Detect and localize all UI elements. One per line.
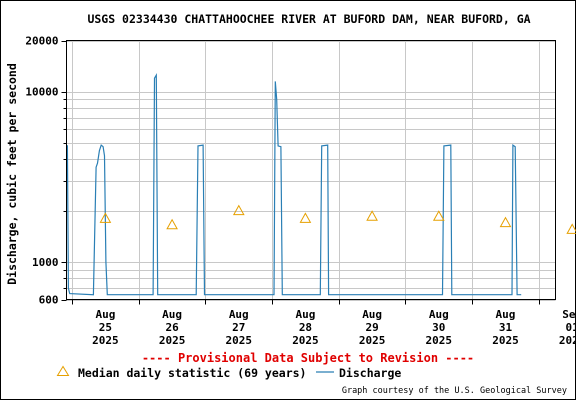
y-tick-label: 20000 [25, 35, 58, 48]
median-marker [299, 212, 312, 223]
x-tick-label: 2025 [426, 334, 453, 347]
median-marker [432, 210, 445, 221]
x-tick-label: Aug [429, 308, 449, 321]
median-marker [366, 210, 378, 221]
plot-border [66, 40, 556, 300]
provisional-notice: ---- Provisional Data Subject to Revisio… [142, 351, 474, 365]
y-axis-label: Discharge, cubic feet per second [5, 63, 19, 285]
x-tick-label: 2025 [292, 334, 319, 347]
chart-title: USGS 02334430 CHATTAHOOCHEE RIVER AT BUF… [87, 12, 530, 26]
x-tick-label: 28 [299, 321, 312, 334]
median-marker [166, 218, 178, 230]
median-marker [232, 204, 245, 216]
median-markers [99, 204, 576, 234]
plot-area [66, 73, 576, 296]
median-legend-label: Median daily statistic (69 years) [78, 366, 306, 380]
x-tick-label: 2025 [492, 334, 519, 347]
x-tick-label: Aug [496, 308, 516, 321]
x-tick-label: Sep [562, 308, 576, 321]
median-legend-icon [56, 365, 70, 376]
legend: Median daily statistic (69 years) Discha… [56, 365, 401, 380]
discharge-series-line [66, 73, 522, 296]
median-marker [566, 223, 576, 234]
x-tick-label: 2025 [559, 334, 576, 347]
x-tick-label: 29 [366, 321, 379, 334]
x-tick-label: 27 [232, 321, 245, 334]
x-tick-label: 2025 [359, 334, 386, 347]
x-tick-label: 2025 [92, 334, 119, 347]
courtesy-note: Graph courtesy of the U.S. Geological Su… [342, 386, 567, 396]
x-tick-label: 30 [432, 321, 445, 334]
x-tick-label: Aug [95, 308, 115, 321]
x-tick-labels: Aug252025Aug262025Aug272025Aug282025Aug2… [92, 308, 576, 347]
discharge-legend-label: Discharge [339, 366, 401, 380]
gridlines [66, 40, 556, 301]
median-marker [99, 212, 112, 223]
x-tick-label: Aug [296, 308, 316, 321]
x-tick-label: 2025 [159, 334, 186, 347]
x-tick-label: Aug [362, 308, 382, 321]
median-marker [499, 216, 512, 228]
x-tick-label: 01 [566, 321, 576, 334]
y-tick-labels: 600 1000 10000 20000 [25, 35, 58, 307]
x-tick-label: 25 [99, 321, 112, 334]
x-tick-label: Aug [162, 308, 182, 321]
x-tick-label: 26 [165, 321, 179, 334]
x-tick-label: 2025 [226, 334, 253, 347]
x-tick-label: Aug [229, 308, 249, 321]
y-tick-label: 10000 [25, 86, 58, 99]
x-tick-label: 31 [499, 321, 513, 334]
y-tick-label: 600 [39, 294, 59, 307]
y-tick-label: 1000 [32, 256, 59, 269]
